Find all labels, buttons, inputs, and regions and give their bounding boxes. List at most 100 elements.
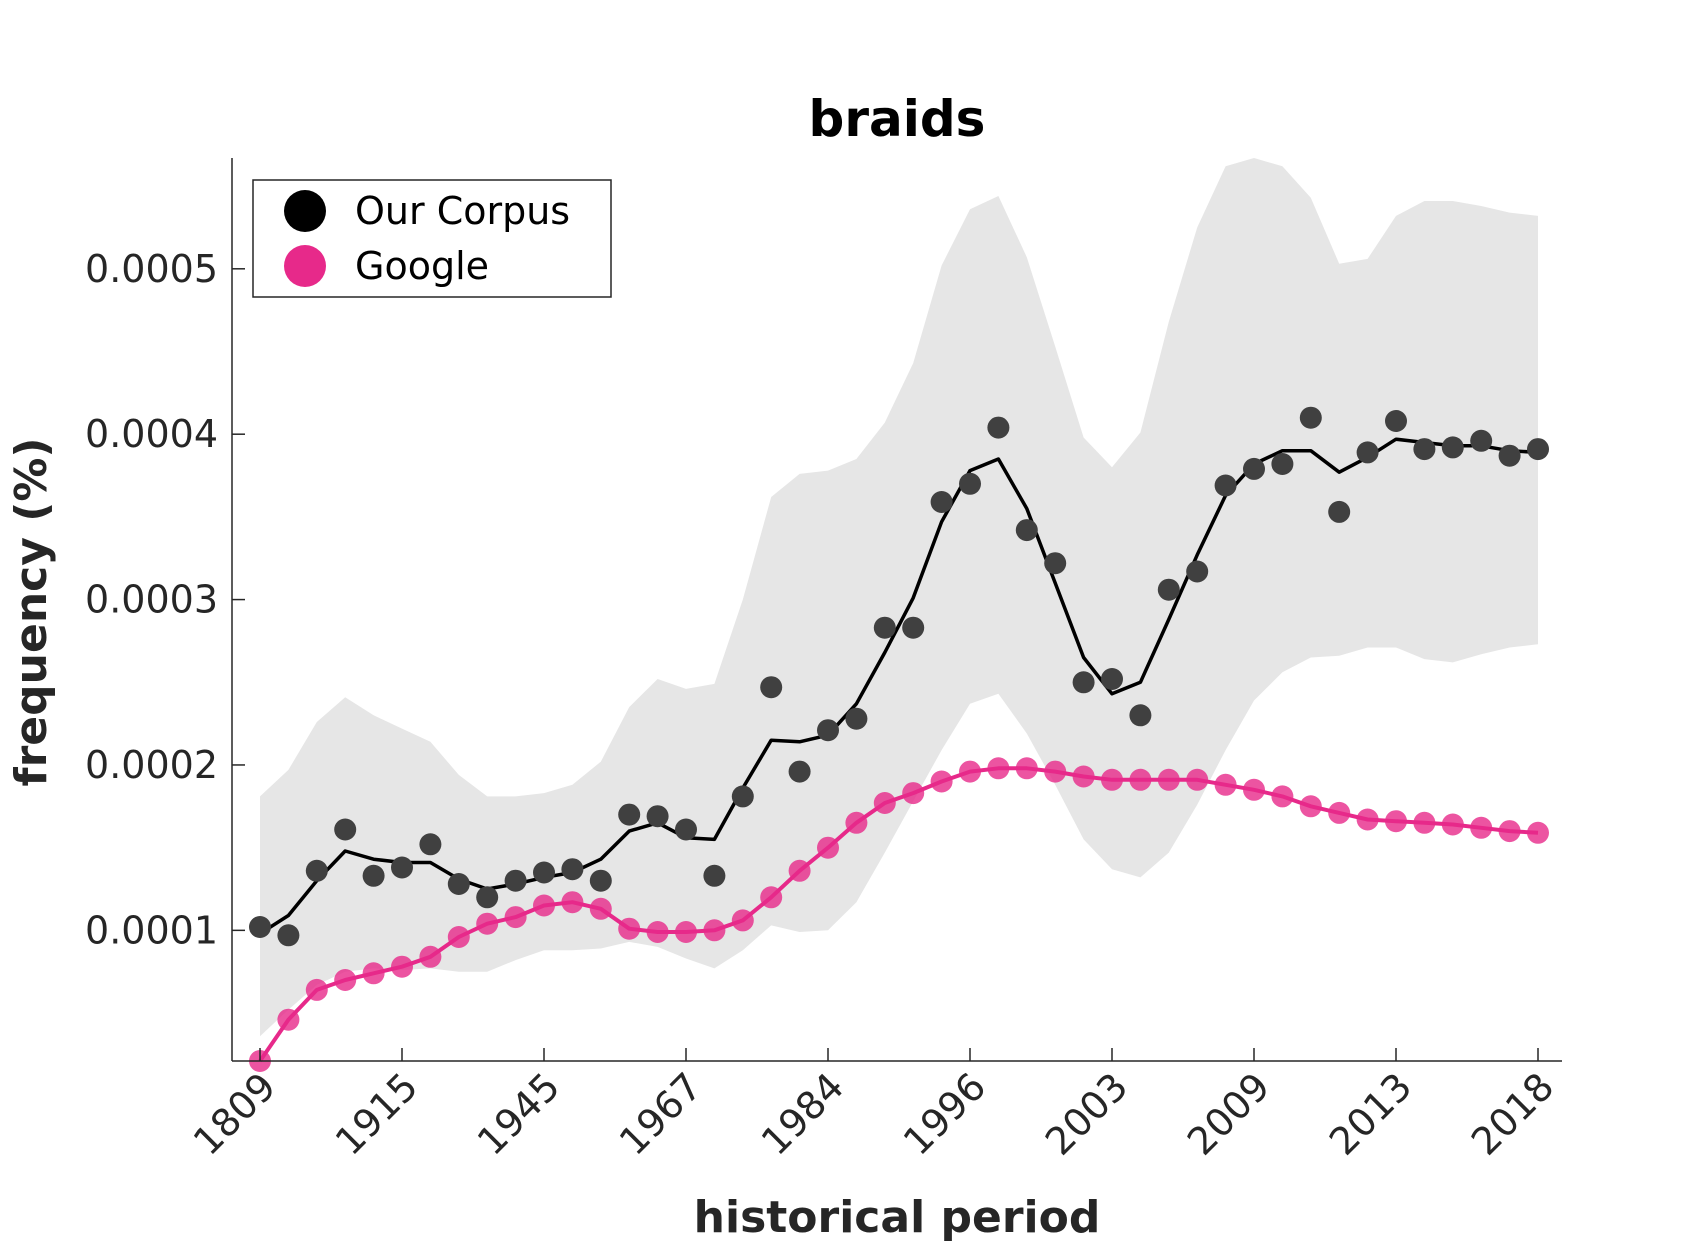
our-corpus-point <box>675 818 697 841</box>
google-point <box>1157 768 1180 791</box>
google-point <box>1299 795 1322 818</box>
legend-label-google: Google <box>355 244 489 288</box>
google-point <box>760 886 783 909</box>
google-point <box>419 945 442 968</box>
our-corpus-point <box>1470 429 1493 452</box>
google-point <box>589 897 612 920</box>
our-corpus-point <box>731 785 754 808</box>
our-corpus-point <box>1527 438 1549 461</box>
google-point <box>1527 821 1549 844</box>
our-corpus-point <box>1385 410 1407 432</box>
y-tick-label: 0.0002 <box>85 743 218 787</box>
legend-marker-google <box>284 245 326 287</box>
legend-label-our-corpus: Our Corpus <box>355 189 570 233</box>
google-point <box>1356 808 1379 831</box>
google-point <box>845 811 868 834</box>
google-point <box>277 1008 300 1031</box>
google-point <box>873 792 896 814</box>
google-point <box>362 962 385 985</box>
our-corpus-point <box>1498 444 1521 467</box>
google-point <box>1243 778 1265 801</box>
our-corpus-point <box>987 416 1010 439</box>
our-corpus-point <box>817 719 839 742</box>
google-point <box>334 969 357 991</box>
google-point <box>731 909 754 932</box>
corpus-layer <box>249 406 1549 947</box>
google-point <box>1101 768 1123 791</box>
our-corpus-point <box>391 856 413 879</box>
our-corpus-point <box>1129 704 1152 727</box>
google-line <box>258 766 1539 1063</box>
our-corpus-point <box>476 886 499 909</box>
our-corpus-point <box>362 864 385 887</box>
x-axis-label: historical period <box>694 1192 1101 1243</box>
google-point <box>1214 773 1237 796</box>
google-point <box>447 926 470 948</box>
google-point <box>1413 811 1436 834</box>
our-corpus-point <box>1441 436 1464 459</box>
our-corpus-point <box>1214 474 1237 497</box>
our-corpus-point <box>1072 671 1095 694</box>
google-point <box>533 894 555 917</box>
google-point <box>1044 760 1067 783</box>
y-tick-label: 0.0001 <box>85 908 218 952</box>
google-point <box>930 770 953 793</box>
google-point <box>305 978 328 1001</box>
our-corpus-point <box>1413 438 1436 461</box>
our-corpus-point <box>419 833 442 856</box>
confidence-band <box>260 158 1538 1037</box>
our-corpus-point <box>703 864 726 887</box>
our-corpus-point <box>845 707 868 730</box>
y-tick-label: 0.0004 <box>85 412 218 456</box>
y-tick-label: 0.0003 <box>85 578 218 622</box>
our-corpus-point <box>1243 457 1265 480</box>
google-point <box>391 955 413 978</box>
google-point <box>1129 768 1152 791</box>
google-point <box>817 836 839 859</box>
our-corpus-point <box>1271 453 1294 475</box>
google-point <box>1498 820 1521 843</box>
google-point <box>476 912 499 935</box>
our-corpus-point <box>305 859 328 882</box>
google-point <box>902 782 925 805</box>
our-corpus-point <box>1328 500 1351 523</box>
our-corpus-point <box>533 861 555 884</box>
our-corpus-point <box>249 916 271 938</box>
google-point <box>1441 813 1464 836</box>
our-corpus-point <box>334 818 357 841</box>
our-corpus-point <box>1157 578 1180 601</box>
google-point <box>703 919 726 942</box>
google-point <box>646 921 669 943</box>
google-point <box>788 859 811 882</box>
google-point <box>1470 816 1493 839</box>
band-layer <box>260 158 1538 1037</box>
google-point <box>1271 785 1294 808</box>
our-corpus-point <box>1044 552 1067 575</box>
our-corpus-point <box>1186 560 1209 583</box>
axes-layer <box>231 158 1562 1062</box>
google-point <box>618 917 641 940</box>
google-point <box>504 906 527 929</box>
our-corpus-point <box>959 472 981 495</box>
our-corpus-point <box>873 616 896 639</box>
our-corpus-point <box>277 924 300 947</box>
our-corpus-point <box>760 676 783 699</box>
our-corpus-point <box>1101 668 1123 690</box>
google-point <box>675 921 697 943</box>
our-corpus-point <box>447 873 470 895</box>
google-point <box>1385 810 1407 833</box>
chart-title: braids <box>809 90 986 148</box>
our-corpus-point <box>618 803 641 826</box>
legend: Our Corpus Google <box>252 179 612 298</box>
legend-marker-our-corpus <box>284 190 326 232</box>
our-corpus-point <box>589 869 612 892</box>
our-corpus-point <box>646 805 669 828</box>
google-point <box>561 891 584 914</box>
google-point <box>1186 768 1209 791</box>
google-point <box>959 760 981 783</box>
y-tick-label: 0.0005 <box>85 247 218 291</box>
google-point <box>1072 765 1095 788</box>
google-point <box>1015 757 1038 780</box>
our-corpus-point <box>788 760 811 783</box>
